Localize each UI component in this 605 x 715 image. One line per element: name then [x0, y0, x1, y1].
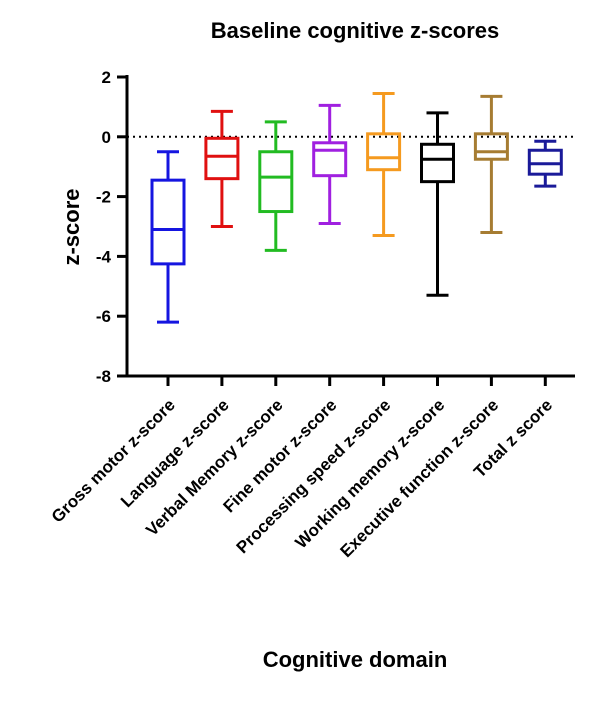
- box-iqr: [473, 132, 509, 161]
- box-iqr: [312, 141, 348, 178]
- y-tick-label: -6: [96, 307, 111, 326]
- box-iqr: [366, 132, 402, 172]
- y-tick-label: -2: [96, 188, 111, 207]
- y-tick-label: 2: [102, 68, 111, 87]
- box-iqr: [258, 150, 294, 214]
- y-tick-label: -4: [96, 247, 112, 266]
- x-axis-label: Cognitive domain: [263, 647, 448, 672]
- box-iqr: [150, 178, 186, 266]
- box-iqr: [204, 136, 240, 181]
- y-axis-label: z-score: [59, 188, 84, 265]
- chart-title: Baseline cognitive z-scores: [211, 18, 500, 43]
- y-tick-label: 0: [102, 128, 111, 147]
- y-tick-label: -8: [96, 367, 111, 386]
- box-iqr: [420, 142, 455, 184]
